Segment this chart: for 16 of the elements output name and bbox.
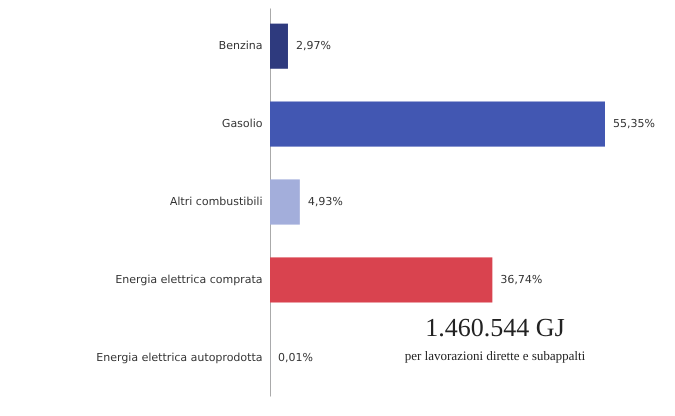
y-tick-label: Gasolio <box>222 117 263 130</box>
data-label: 55,35% <box>613 117 655 130</box>
data-label: 0,01% <box>278 350 314 364</box>
bar <box>270 179 300 225</box>
y-tick-label: Energia elettrica autoprodotta <box>96 350 262 364</box>
bar <box>270 257 492 303</box>
annotation: per lavorazioni dirette e subappalti <box>404 348 586 363</box>
data-label: 36,74% <box>500 272 542 286</box>
data-label: 2,97% <box>296 39 331 52</box>
y-tick-label: Altri combustibili <box>170 195 262 208</box>
bar <box>270 101 605 147</box>
y-tick-label: Energia elettrica comprata <box>115 272 262 286</box>
bar <box>270 24 288 69</box>
annotation: 1.460.544 GJ <box>425 313 565 342</box>
y-tick-label: Benzina <box>218 39 262 52</box>
data-label: 4,93% <box>308 195 343 208</box>
